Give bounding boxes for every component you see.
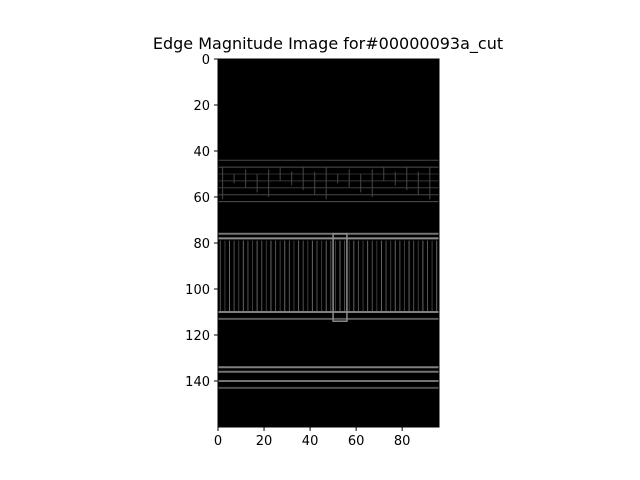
y-tick-label: 20 [193,99,210,114]
y-tick-label: 40 [193,145,210,160]
y-tick-label: 0 [202,53,210,68]
x-tick-label: 20 [256,434,273,449]
y-tick-label: 140 [185,375,210,390]
y-tick-label: 100 [185,283,210,298]
y-tick-label: 80 [193,237,210,252]
x-tick-label: 60 [348,434,365,449]
x-tick-label: 80 [394,434,411,449]
x-tick-label: 40 [302,434,319,449]
y-tick-label: 60 [193,191,210,206]
y-tick-label: 120 [185,329,210,344]
x-axis: 0 20 40 60 80 [214,427,411,449]
edge-magnitude-image [218,59,439,427]
y-axis: 0 20 40 60 80 100 120 140 [185,53,218,390]
chart-title: Edge Magnitude Image for#00000093a_cut [153,34,503,54]
x-tick-label: 0 [214,434,222,449]
